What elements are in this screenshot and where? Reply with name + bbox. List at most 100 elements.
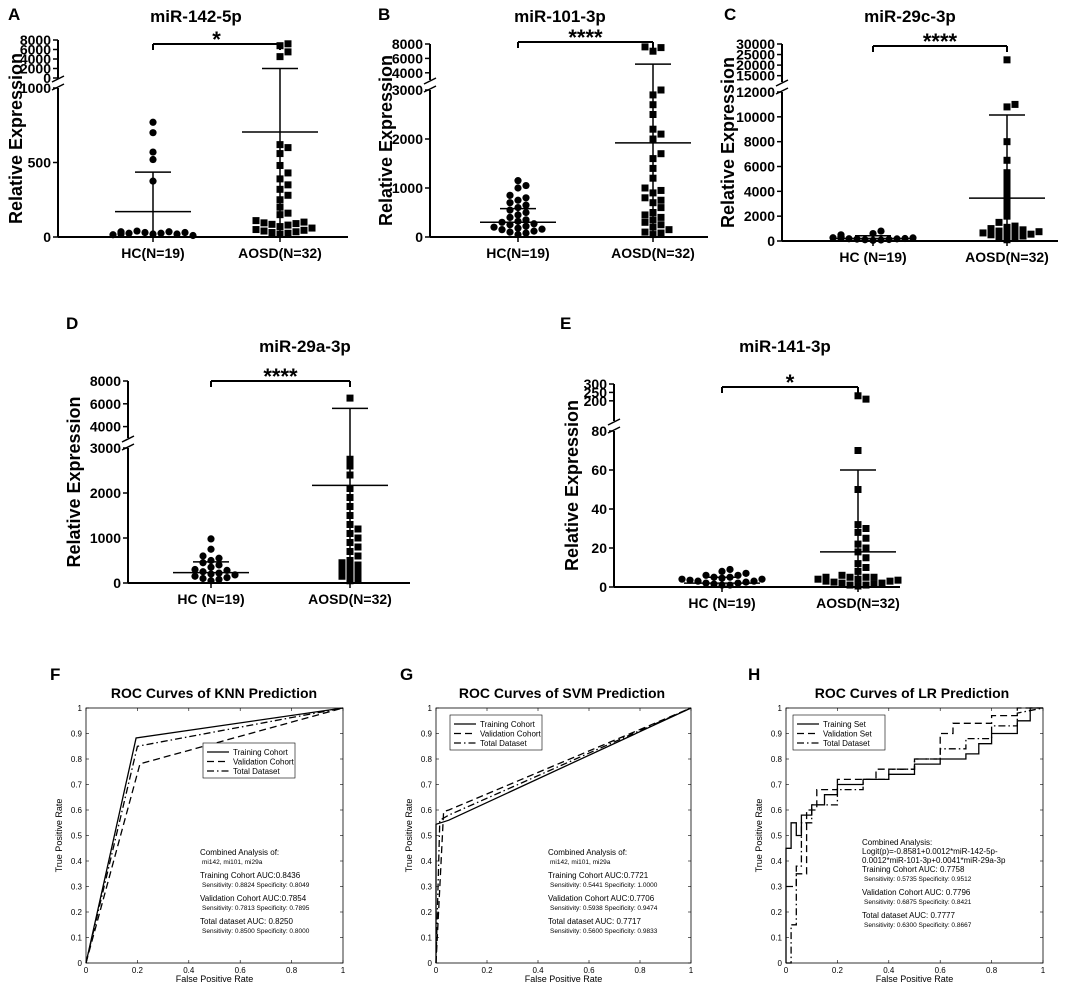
annotation-line: mi142, mi101, mi29a bbox=[202, 859, 263, 866]
data-point-hc bbox=[215, 575, 223, 584]
legend-box bbox=[792, 714, 886, 751]
y-tick-label: 8000 bbox=[20, 32, 51, 48]
x-tick-label: 0.6 bbox=[583, 966, 595, 975]
data-point-aosd bbox=[886, 577, 894, 585]
y-tick-label: 0.3 bbox=[421, 883, 433, 892]
data-point-hc bbox=[538, 225, 546, 233]
data-point-aosd bbox=[1035, 228, 1043, 236]
y-tick-label: 8000 bbox=[90, 373, 121, 389]
data-point-hc bbox=[191, 565, 199, 574]
significance-label: * bbox=[786, 370, 795, 395]
x-tick-label: HC (N=19) bbox=[177, 591, 244, 607]
data-point-hc bbox=[215, 554, 223, 562]
data-point-aosd bbox=[657, 196, 665, 204]
data-point-hc bbox=[506, 199, 514, 207]
data-point-aosd bbox=[641, 43, 649, 51]
data-point-aosd bbox=[268, 229, 276, 237]
chart-title: ROC Curves of LR Prediction bbox=[815, 685, 1009, 701]
data-point-hc bbox=[742, 578, 750, 586]
x-tick-label: 0.8 bbox=[986, 966, 998, 975]
data-point-hc bbox=[173, 230, 181, 238]
data-point-aosd bbox=[284, 48, 292, 56]
data-point-hc bbox=[223, 574, 231, 582]
data-point-hc bbox=[133, 227, 141, 235]
data-point-hc bbox=[522, 201, 530, 209]
data-point-aosd bbox=[276, 53, 284, 61]
significance-label: **** bbox=[263, 364, 298, 389]
data-point-aosd bbox=[252, 217, 260, 225]
annotation-line: Combined Analysis of: bbox=[200, 848, 279, 857]
roc-curve-dashdot bbox=[435, 707, 692, 964]
data-point-hc bbox=[522, 222, 530, 230]
y-tick-label: 6000 bbox=[90, 396, 121, 412]
legend-label: Total Dataset bbox=[233, 767, 280, 776]
annotation-line: Training Cohort AUC: 0.7758 bbox=[862, 865, 965, 874]
data-point-aosd bbox=[1011, 222, 1019, 230]
y-tick-label: 6000 bbox=[20, 42, 51, 58]
data-point-aosd bbox=[862, 525, 870, 532]
legend-label: Validation Set bbox=[823, 730, 873, 739]
annotation-line: Sensitivity: 0.5600 Specificity: 0.9833 bbox=[550, 928, 658, 935]
chart-title: miR-141-3p bbox=[739, 337, 831, 356]
data-point-aosd bbox=[292, 220, 300, 228]
legend-label: Total Dataset bbox=[480, 739, 527, 748]
data-point-aosd bbox=[300, 218, 308, 226]
data-point-aosd bbox=[830, 578, 838, 586]
y-axis-label: Relative Expression bbox=[376, 55, 396, 226]
x-tick-label: HC (N=19) bbox=[688, 595, 755, 611]
legend-box bbox=[202, 742, 296, 779]
roc-curve-solid bbox=[435, 707, 692, 963]
y-tick-label: 200 bbox=[584, 393, 608, 409]
data-point-hc bbox=[522, 208, 530, 217]
x-tick-label: 1 bbox=[1041, 966, 1046, 975]
data-point-hc bbox=[189, 231, 197, 240]
annotation-line: Total dataset AUC: 0.7777 bbox=[862, 911, 956, 920]
data-point-hc bbox=[885, 235, 893, 244]
annotation-line: Validation Cohort AUC:0.7706 bbox=[548, 894, 655, 903]
x-axis-label: False Positive Rate bbox=[876, 974, 954, 984]
data-point-aosd bbox=[846, 573, 854, 581]
legend-label: Training Set bbox=[823, 720, 867, 729]
annotation-line: Combined Analysis: bbox=[862, 838, 932, 847]
data-point-aosd bbox=[822, 573, 830, 581]
y-tick-label: 0.6 bbox=[421, 806, 433, 815]
annotation-line: Total dataset AUC: 0.8250 bbox=[200, 917, 294, 926]
y-tick-label: 4000 bbox=[90, 419, 121, 435]
data-point-hc bbox=[199, 574, 207, 583]
data-point-aosd bbox=[987, 231, 995, 239]
x-tick-label: 0.4 bbox=[883, 966, 895, 975]
data-point-aosd bbox=[870, 573, 878, 581]
y-tick-label: 6000 bbox=[392, 50, 423, 66]
y-tick-label: 0.7 bbox=[71, 781, 83, 790]
chart-title: miR-101-3p bbox=[514, 7, 606, 26]
y-tick-label: 300 bbox=[584, 376, 608, 392]
data-point-aosd bbox=[354, 543, 362, 551]
annotation-line: Sensitivity: 0.5441 Specificity: 1.0000 bbox=[550, 882, 658, 889]
data-point-aosd bbox=[284, 191, 292, 199]
legend-box bbox=[449, 714, 543, 751]
y-tick-label: 0.3 bbox=[771, 883, 783, 892]
data-point-aosd bbox=[641, 184, 649, 192]
data-point-aosd bbox=[870, 580, 878, 588]
data-point-hc bbox=[710, 580, 718, 588]
y-tick-label: 0.4 bbox=[771, 857, 783, 866]
y-tick-label: 0 bbox=[428, 959, 433, 968]
y-tick-label: 1000 bbox=[20, 80, 51, 96]
x-tick-label: 0.2 bbox=[832, 966, 844, 975]
data-point-aosd bbox=[987, 225, 995, 233]
x-tick-label: 1 bbox=[341, 966, 346, 975]
legend-label: Training Cohort bbox=[233, 748, 289, 757]
roc-curve-dashdot bbox=[786, 707, 1044, 964]
y-tick-label: 1 bbox=[428, 704, 433, 713]
roc-curve-dashed bbox=[435, 707, 692, 964]
data-point-aosd bbox=[995, 218, 1003, 226]
axis-break-mark bbox=[423, 85, 437, 93]
data-point-hc bbox=[506, 191, 514, 199]
y-axis-label: Relative Expression bbox=[64, 396, 84, 567]
data-point-hc bbox=[207, 545, 215, 553]
y-tick-label: 0.5 bbox=[771, 832, 783, 841]
x-tick-label: 0.8 bbox=[286, 966, 298, 975]
data-point-aosd bbox=[657, 86, 665, 94]
